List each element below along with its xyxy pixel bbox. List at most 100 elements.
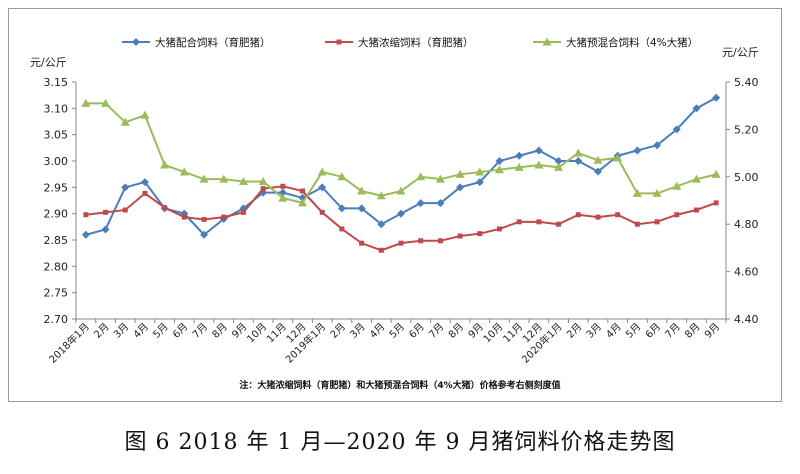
data-point-concentrate-feed: [319, 209, 325, 215]
data-point-concentrate-feed: [516, 219, 522, 225]
x-tick-label: 10月: [245, 321, 270, 346]
data-point-formula-feed: [633, 146, 642, 155]
data-point-premix-feed: [691, 174, 701, 183]
data-point-premix-feed: [199, 174, 209, 183]
line-chart: 大猪配合饲料（育肥猪） 大猪浓缩饲料（育肥猪） 大猪预混合饲料（4%大猪） 元/…: [30, 36, 759, 391]
series-premix-feed: [81, 98, 721, 207]
x-tick-label: 5月: [151, 321, 171, 341]
x-tick-label: 4月: [604, 321, 624, 341]
x-tick-label: 6月: [407, 321, 427, 341]
data-point-concentrate-feed: [300, 188, 306, 194]
legend-marker-formula-feed: [132, 38, 140, 46]
data-point-concentrate-feed: [181, 214, 187, 220]
data-point-concentrate-feed: [221, 214, 227, 220]
x-tick-label: 8月: [446, 321, 466, 341]
data-point-premix-feed: [514, 162, 524, 171]
data-point-concentrate-feed: [556, 221, 562, 227]
right-tick-label: 5.40: [734, 76, 759, 89]
x-tick-label: 3月: [348, 321, 368, 341]
data-point-formula-feed: [416, 199, 425, 208]
data-point-concentrate-feed: [162, 205, 168, 211]
data-point-concentrate-feed: [654, 219, 660, 225]
data-point-concentrate-feed: [280, 183, 286, 189]
data-point-premix-feed: [593, 155, 603, 164]
series-layer: [81, 93, 721, 253]
x-tick-label: 2月: [328, 321, 348, 341]
right-axis-unit: 元/公斤: [722, 46, 759, 59]
data-point-concentrate-feed: [615, 212, 621, 218]
data-point-premix-feed: [238, 177, 248, 186]
legend-marker-shape: [336, 39, 342, 45]
data-point-premix-feed: [455, 169, 465, 178]
left-tick-label: 2.75: [44, 287, 69, 300]
data-point-premix-feed: [278, 193, 288, 202]
data-point-premix-feed: [317, 167, 327, 176]
right-tick-label: 4.40: [734, 313, 759, 326]
legend-label-concentrate-feed: 大猪浓缩饲料（育肥猪）: [358, 36, 474, 49]
data-point-premix-feed: [554, 162, 564, 171]
data-point-concentrate-feed: [83, 212, 89, 218]
data-point-premix-feed: [357, 186, 367, 195]
data-point-premix-feed: [652, 188, 662, 197]
data-point-formula-feed: [81, 230, 90, 239]
data-point-premix-feed: [140, 110, 150, 119]
left-tick-label: 3.00: [44, 155, 69, 168]
x-tick-label: 2018年1月: [46, 320, 92, 366]
x-tick-label: 5月: [387, 321, 407, 341]
data-point-formula-feed: [101, 225, 110, 234]
data-point-concentrate-feed: [595, 214, 601, 220]
legend-marker-shape: [132, 38, 140, 46]
legend-item-formula-feed[interactable]: 大猪配合饲料（育肥猪）: [122, 36, 271, 49]
data-point-concentrate-feed: [575, 212, 581, 218]
right-axis-ticks: 4.40 4.60 4.80 5.00 5.20 5.40: [726, 76, 759, 326]
left-tick-label: 3.15: [44, 76, 69, 89]
data-point-formula-feed: [456, 183, 465, 192]
data-point-concentrate-feed: [496, 226, 502, 232]
data-point-premix-feed: [475, 167, 485, 176]
data-point-formula-feed: [200, 230, 209, 239]
legend-item-concentrate-feed[interactable]: 大猪浓缩饲料（育肥猪）: [325, 36, 474, 49]
data-point-premix-feed: [534, 160, 544, 169]
x-tick-label: 9月: [702, 321, 722, 341]
data-point-premix-feed: [179, 167, 189, 176]
x-tick-label: 2月: [92, 321, 112, 341]
data-point-concentrate-feed: [693, 207, 699, 213]
left-tick-label: 3.05: [44, 129, 69, 142]
data-point-concentrate-feed: [674, 212, 680, 218]
data-point-concentrate-feed: [201, 216, 207, 222]
data-point-formula-feed: [712, 93, 721, 102]
legend-label-premix-feed: 大猪预混合饲料（4%大猪）: [566, 36, 698, 49]
legend-label-formula-feed: 大猪配合饲料（育肥猪）: [155, 36, 271, 49]
right-tick-label: 4.80: [734, 218, 759, 231]
data-point-concentrate-feed: [260, 186, 266, 192]
chart-frame: [8, 8, 782, 402]
x-tick-label: 5月: [623, 321, 643, 341]
data-point-premix-feed: [632, 188, 642, 197]
data-point-concentrate-feed: [477, 231, 483, 237]
x-tick-label: 7月: [663, 321, 683, 341]
legend-marker-shape: [542, 37, 552, 46]
x-tick-label: 10月: [481, 321, 506, 346]
data-point-formula-feed: [436, 199, 445, 208]
chart-legend: 大猪配合饲料（育肥猪） 大猪浓缩饲料（育肥猪） 大猪预混合饲料（4%大猪）: [122, 36, 698, 49]
figure-caption: 图 6 2018 年 1 月—2020 年 9 月猪饲料价格走势图: [124, 430, 676, 455]
legend-marker-concentrate-feed: [336, 39, 342, 45]
data-point-formula-feed: [692, 104, 701, 113]
left-tick-label: 2.80: [44, 260, 69, 273]
left-tick-label: 2.95: [44, 181, 69, 194]
data-point-concentrate-feed: [103, 209, 109, 215]
x-tick-label: 6月: [170, 321, 190, 341]
data-point-premix-feed: [258, 177, 268, 186]
x-tick-label: 8月: [210, 321, 230, 341]
legend-item-premix-feed[interactable]: 大猪预混合饲料（4%大猪）: [533, 36, 698, 49]
data-point-premix-feed: [613, 153, 623, 162]
x-tick-label: 3月: [111, 321, 131, 341]
series-concentrate-feed: [83, 183, 719, 253]
data-point-formula-feed: [121, 183, 130, 192]
left-axis-unit: 元/公斤: [30, 56, 67, 69]
data-point-concentrate-feed: [378, 247, 384, 253]
data-point-premix-feed: [219, 174, 229, 183]
data-point-premix-feed: [435, 174, 445, 183]
data-point-premix-feed: [298, 198, 308, 207]
